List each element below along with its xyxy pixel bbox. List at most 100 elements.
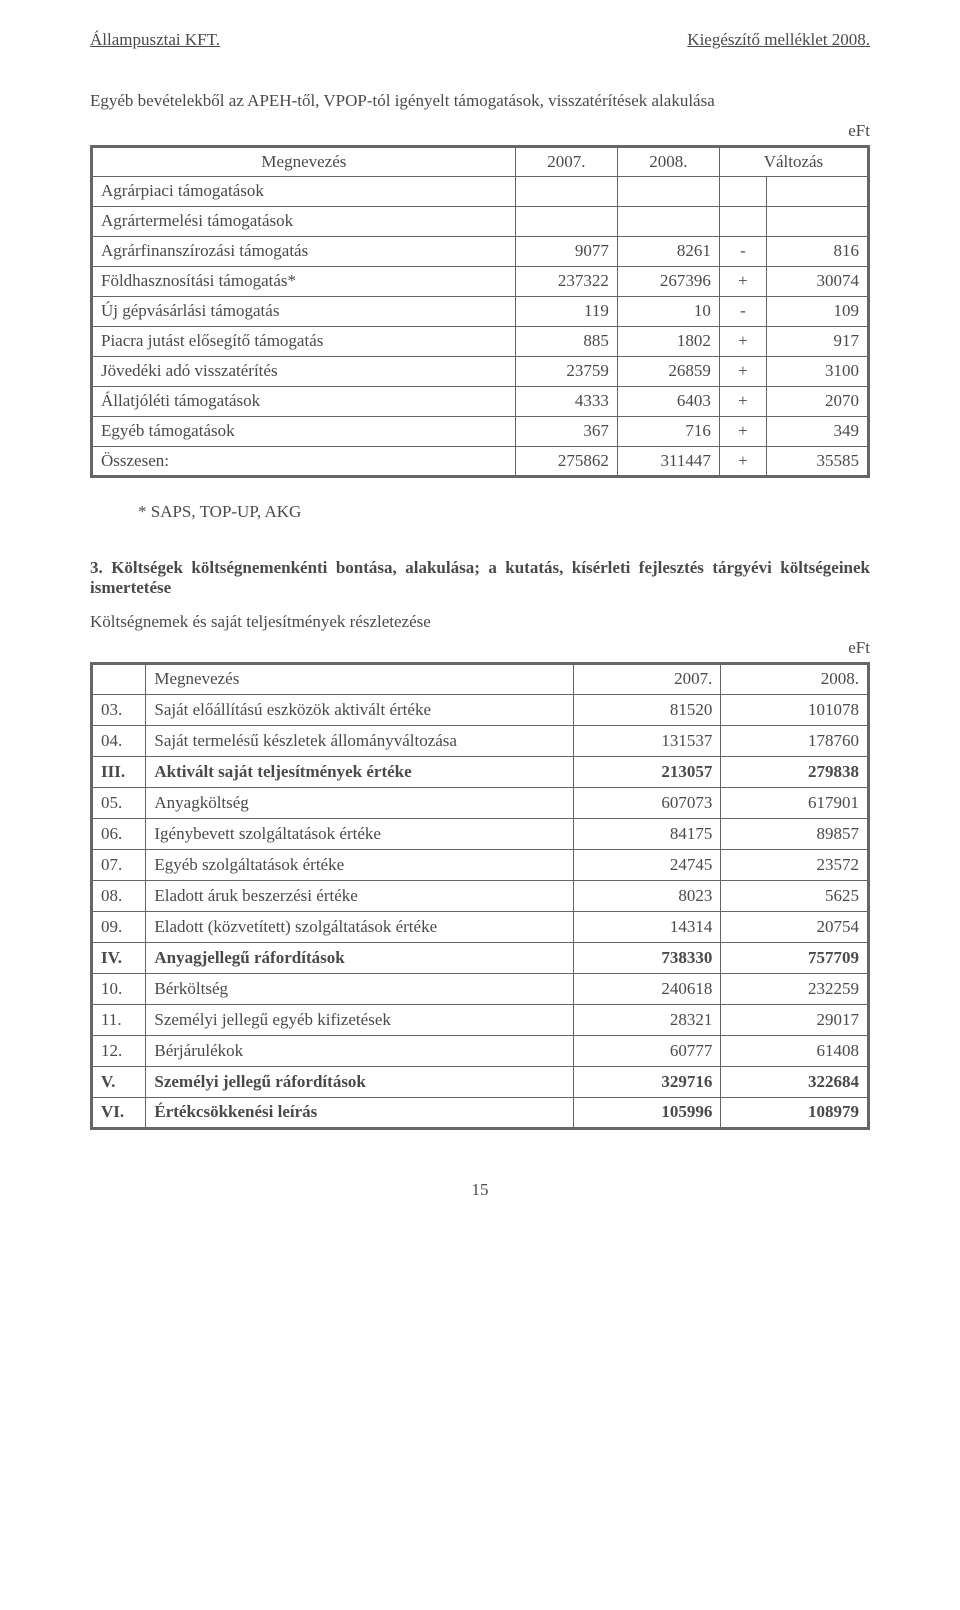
table-row: Állatjóléti támogatások43336403+2070 [92, 386, 869, 416]
cell-2007: 329716 [573, 1066, 721, 1097]
cell-2008: 617901 [721, 787, 869, 818]
cell-2008: 267396 [617, 266, 719, 296]
cell-name: Piacra jutást elősegítő támogatás [92, 326, 516, 356]
table-row: Agrárfinanszírozási támogatás90778261-81… [92, 236, 869, 266]
header-right: Kiegészítő melléklet 2008. [687, 30, 870, 50]
cell-code: 05. [92, 787, 146, 818]
cell-code: 06. [92, 818, 146, 849]
cell-name: Egyéb szolgáltatások értéke [146, 849, 573, 880]
table-row: Jövedéki adó visszatérítés2375926859+310… [92, 356, 869, 386]
table-subsidies: Megnevezés 2007. 2008. Változás Agrárpia… [90, 145, 870, 478]
table-row: V.Személyi jellegű ráfordítások329716322… [92, 1066, 869, 1097]
cell-sign: + [719, 416, 766, 446]
section1-intro: Egyéb bevételekből az APEH-től, VPOP-tól… [90, 90, 870, 113]
cell-2007 [515, 176, 617, 206]
cell-2007: 24745 [573, 849, 721, 880]
cell-name: Földhasznosítási támogatás* [92, 266, 516, 296]
page-number: 15 [90, 1180, 870, 1200]
cell-2007: 81520 [573, 694, 721, 725]
cell-code: 03. [92, 694, 146, 725]
col-header-name: Megnevezés [92, 146, 516, 176]
cell-2007: 119 [515, 296, 617, 326]
cell-code: VI. [92, 1097, 146, 1128]
header-left: Állampusztai KFT. [90, 30, 220, 50]
cell-2008 [617, 206, 719, 236]
cell-2008 [617, 176, 719, 206]
cell-2007: 240618 [573, 973, 721, 1004]
table-row: Agrárpiaci támogatások [92, 176, 869, 206]
cell-2007: 131537 [573, 725, 721, 756]
cell-sign: - [719, 296, 766, 326]
cell-name: Saját előállítású eszközök aktivált érté… [146, 694, 573, 725]
cell-sign: + [719, 266, 766, 296]
table-row: 05.Anyagköltség607073617901 [92, 787, 869, 818]
table-row: Agrártermelési támogatások [92, 206, 869, 236]
table-row: Megnevezés 2007. 2008. [92, 663, 869, 694]
table-row: VI.Értékcsökkenési leírás105996108979 [92, 1097, 869, 1128]
cell-code: V. [92, 1066, 146, 1097]
cell-2007: 237322 [515, 266, 617, 296]
cell-2007: 105996 [573, 1097, 721, 1128]
cell-2008: 29017 [721, 1004, 869, 1035]
cell-2008: 5625 [721, 880, 869, 911]
cell-name: Eladott (közvetített) szolgáltatások ért… [146, 911, 573, 942]
cell-2007: 8023 [573, 880, 721, 911]
table-row: 12.Bérjárulékok6077761408 [92, 1035, 869, 1066]
cell-name: Igénybevett szolgáltatások értéke [146, 818, 573, 849]
cell-name: Bérköltség [146, 973, 573, 1004]
cell-sign: + [719, 356, 766, 386]
cell-name: Értékcsökkenési leírás [146, 1097, 573, 1128]
table-row: Földhasznosítási támogatás*237322267396+… [92, 266, 869, 296]
table-row: 06.Igénybevett szolgáltatások értéke8417… [92, 818, 869, 849]
cell-name: Agrárfinanszírozási támogatás [92, 236, 516, 266]
cell-name: Egyéb támogatások [92, 416, 516, 446]
cell-2007: 23759 [515, 356, 617, 386]
col-header-change: Változás [719, 146, 868, 176]
cell-change [766, 206, 868, 236]
table-row: III.Aktivált saját teljesítmények értéke… [92, 756, 869, 787]
cell-code: 11. [92, 1004, 146, 1035]
page-header: Állampusztai KFT. Kiegészítő melléklet 2… [90, 30, 870, 50]
cell-2008: 232259 [721, 973, 869, 1004]
cell-name: Anyagköltség [146, 787, 573, 818]
cell-2007: 885 [515, 326, 617, 356]
cell-change: 3100 [766, 356, 868, 386]
cell-2007: 213057 [573, 756, 721, 787]
cell-2007: 275862 [515, 446, 617, 476]
col-header-2007: 2007. [515, 146, 617, 176]
cell-2008: 757709 [721, 942, 869, 973]
cell-name: Aktivált saját teljesítmények értéke [146, 756, 573, 787]
cell-code: 04. [92, 725, 146, 756]
section2-unit: eFt [90, 638, 870, 658]
cell-code: 12. [92, 1035, 146, 1066]
cell-name: Jövedéki adó visszatérítés [92, 356, 516, 386]
section2-subheading: Költségnemek és saját teljesítmények rés… [90, 612, 870, 632]
cell-name: Összesen: [92, 446, 516, 476]
cell-2007: 4333 [515, 386, 617, 416]
cell-change: 30074 [766, 266, 868, 296]
cell-2008: 89857 [721, 818, 869, 849]
cell-code: III. [92, 756, 146, 787]
cell-name: Anyagjellegű ráfordítások [146, 942, 573, 973]
cell-name: Személyi jellegű egyéb kifizetések [146, 1004, 573, 1035]
cell-2008: 8261 [617, 236, 719, 266]
cell-code: 09. [92, 911, 146, 942]
table-row: 04.Saját termelésű készletek állományvál… [92, 725, 869, 756]
cell-sign: - [719, 236, 766, 266]
cell-2008: 20754 [721, 911, 869, 942]
cell-name: Személyi jellegű ráfordítások [146, 1066, 573, 1097]
col-header-2008: 2008. [617, 146, 719, 176]
cell-sign: + [719, 386, 766, 416]
cell-2008: 716 [617, 416, 719, 446]
cell-name: Agrárpiaci támogatások [92, 176, 516, 206]
cell-code: 08. [92, 880, 146, 911]
cell-2007: 14314 [573, 911, 721, 942]
cell-2007: 84175 [573, 818, 721, 849]
cell-name: Agrártermelési támogatások [92, 206, 516, 236]
cell-2007: 607073 [573, 787, 721, 818]
section1-unit: eFt [90, 121, 870, 141]
cell-2008: 10 [617, 296, 719, 326]
cell-code: 07. [92, 849, 146, 880]
cell-2008: 6403 [617, 386, 719, 416]
cell-change: 35585 [766, 446, 868, 476]
